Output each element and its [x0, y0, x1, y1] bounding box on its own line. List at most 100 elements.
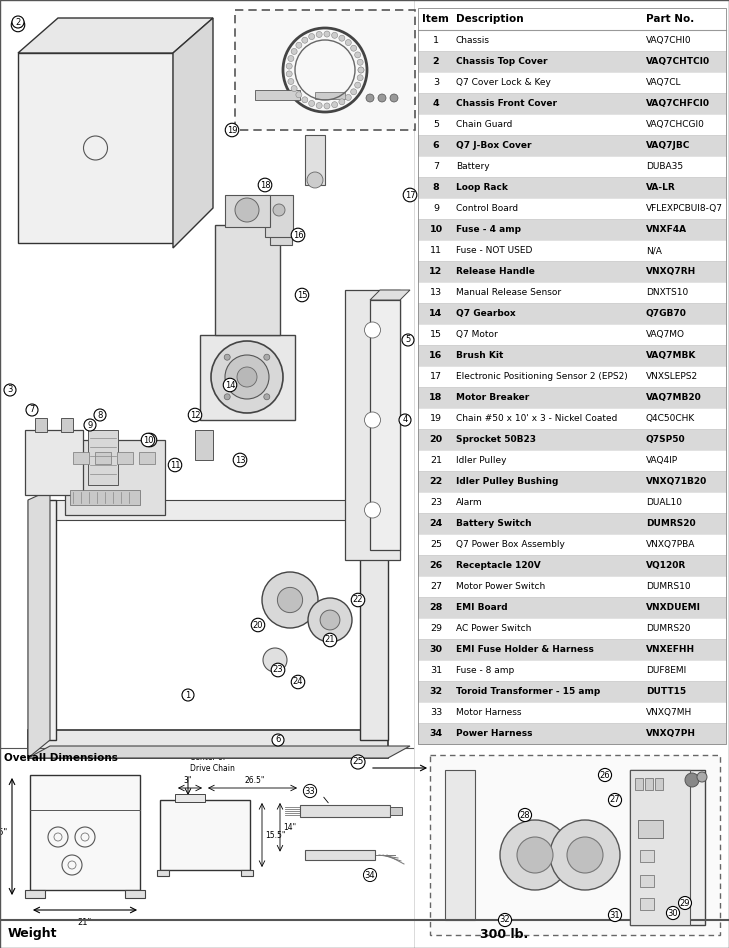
Text: AC Power Switch: AC Power Switch — [456, 624, 531, 633]
Text: 15.5": 15.5" — [265, 830, 285, 840]
Circle shape — [264, 355, 270, 360]
Bar — [418, 114, 726, 135]
Circle shape — [211, 341, 283, 413]
Bar — [418, 135, 726, 156]
Text: Electronic Positioning Sensor 2 (EPS2): Electronic Positioning Sensor 2 (EPS2) — [456, 372, 628, 381]
Text: Q7 J-Box Cover: Q7 J-Box Cover — [456, 141, 531, 150]
Text: EMI Fuse Holder & Harness: EMI Fuse Holder & Harness — [456, 645, 594, 654]
Circle shape — [378, 94, 386, 102]
Text: Description: Description — [456, 14, 523, 24]
Circle shape — [286, 64, 292, 69]
Text: 17: 17 — [405, 191, 416, 199]
Circle shape — [288, 56, 294, 62]
Text: Q7 Gearbox: Q7 Gearbox — [456, 309, 515, 318]
Circle shape — [316, 31, 322, 38]
Text: 3": 3" — [184, 776, 192, 785]
Circle shape — [358, 67, 364, 73]
Bar — [418, 408, 726, 429]
Text: 15: 15 — [430, 330, 442, 339]
Bar — [418, 177, 726, 198]
Text: 7: 7 — [29, 406, 35, 414]
Text: 300 lb.: 300 lb. — [480, 927, 529, 940]
Circle shape — [291, 85, 297, 92]
Text: 22: 22 — [429, 477, 443, 486]
Circle shape — [320, 611, 340, 629]
Text: Sprocket 50B23: Sprocket 50B23 — [456, 435, 536, 444]
Circle shape — [351, 89, 356, 95]
Bar — [418, 324, 726, 345]
Circle shape — [302, 37, 308, 44]
Circle shape — [225, 393, 230, 400]
Text: 11: 11 — [430, 246, 442, 255]
Circle shape — [364, 412, 381, 428]
Text: VAQ7CHCGI0: VAQ7CHCGI0 — [646, 120, 705, 129]
Text: 23: 23 — [273, 665, 284, 674]
Text: DUBA35: DUBA35 — [646, 162, 683, 171]
Text: VAQ7MBK: VAQ7MBK — [646, 351, 696, 360]
Bar — [225, 195, 270, 227]
Text: 6: 6 — [433, 141, 440, 150]
Text: VAQ7CHTCI0: VAQ7CHTCI0 — [646, 57, 710, 66]
Text: 21: 21 — [430, 456, 442, 465]
Bar — [630, 770, 690, 925]
Bar — [640, 850, 654, 862]
Bar — [157, 870, 169, 876]
Text: 2: 2 — [15, 17, 20, 27]
Polygon shape — [28, 746, 410, 758]
Text: 10: 10 — [145, 435, 155, 445]
Text: 5: 5 — [405, 336, 410, 344]
Text: DNXTS10: DNXTS10 — [646, 288, 688, 297]
Bar — [655, 778, 663, 790]
Text: 21": 21" — [78, 918, 92, 927]
Bar — [70, 490, 140, 505]
Text: Motor Breaker: Motor Breaker — [456, 393, 529, 402]
Bar — [418, 429, 726, 450]
Text: EMI Board: EMI Board — [456, 603, 507, 612]
Text: Item: Item — [422, 14, 449, 24]
Bar — [95, 452, 111, 464]
Circle shape — [296, 92, 302, 98]
Text: 3: 3 — [433, 78, 439, 87]
Text: Chassis Front Cover: Chassis Front Cover — [456, 99, 557, 108]
Text: Manual Release Sensor: Manual Release Sensor — [456, 288, 561, 297]
Polygon shape — [370, 290, 410, 300]
Text: Q4C50CHK: Q4C50CHK — [646, 414, 695, 423]
Text: Chain #50 x 10' x 3 - Nickel Coated: Chain #50 x 10' x 3 - Nickel Coated — [456, 414, 617, 423]
Text: VQ120R: VQ120R — [646, 561, 686, 570]
Circle shape — [355, 52, 361, 58]
Text: 14": 14" — [283, 824, 296, 832]
Text: 16: 16 — [292, 230, 303, 240]
Text: 30: 30 — [668, 908, 678, 918]
Bar — [418, 219, 726, 240]
Text: Battery: Battery — [456, 162, 490, 171]
Text: 33: 33 — [305, 787, 316, 795]
Bar — [265, 195, 293, 237]
Text: 34: 34 — [429, 729, 443, 738]
Text: 1: 1 — [185, 690, 190, 700]
Bar — [418, 387, 726, 408]
Bar — [418, 198, 726, 219]
Circle shape — [351, 46, 356, 51]
Text: 4: 4 — [433, 99, 440, 108]
Circle shape — [358, 67, 364, 73]
Bar — [315, 92, 345, 99]
Bar — [270, 210, 292, 245]
Text: VNXDUEMI: VNXDUEMI — [646, 603, 701, 612]
Text: Q7GB70: Q7GB70 — [646, 309, 687, 318]
Text: 32: 32 — [429, 687, 443, 696]
Circle shape — [278, 588, 303, 612]
Circle shape — [324, 31, 330, 37]
Circle shape — [296, 43, 302, 48]
Bar — [305, 135, 325, 185]
Circle shape — [316, 102, 322, 108]
Text: Fuse - 8 amp: Fuse - 8 amp — [456, 666, 514, 675]
Text: 19: 19 — [430, 414, 442, 423]
Bar — [418, 282, 726, 303]
Circle shape — [346, 95, 351, 100]
Text: 30: 30 — [429, 645, 443, 654]
Circle shape — [550, 820, 620, 890]
Text: 11: 11 — [170, 461, 180, 469]
Text: 19: 19 — [227, 125, 237, 135]
Text: Q7 Power Box Assembly: Q7 Power Box Assembly — [456, 540, 565, 549]
Text: Alarm: Alarm — [456, 498, 483, 507]
